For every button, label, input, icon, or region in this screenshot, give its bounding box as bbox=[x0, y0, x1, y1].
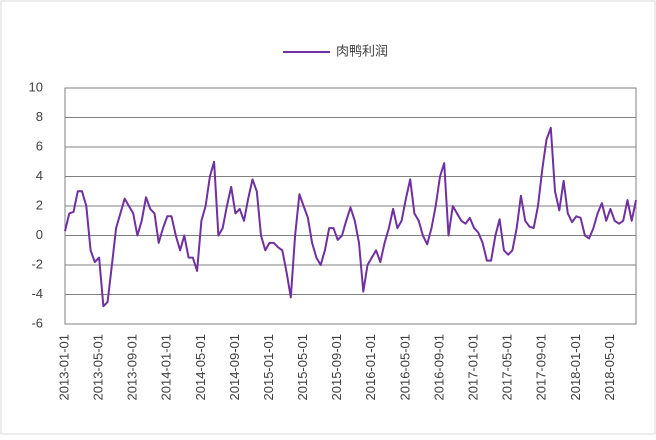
x-tick-label: 2018-05-01 bbox=[602, 334, 617, 401]
x-tick-label: 2015-09-01 bbox=[329, 334, 344, 401]
x-tick-label: 2016-09-01 bbox=[431, 334, 446, 401]
data-line bbox=[64, 126, 637, 308]
x-tick-label: 2013-01-01 bbox=[56, 334, 71, 401]
x-tick-label: 2017-05-01 bbox=[500, 334, 515, 401]
y-tick-label: 6 bbox=[36, 138, 43, 153]
x-tick-label: 2015-05-01 bbox=[295, 334, 310, 401]
x-tick-label: 2013-09-01 bbox=[125, 334, 140, 401]
x-tick-label: 2013-05-01 bbox=[91, 334, 106, 401]
y-tick-label: -4 bbox=[31, 286, 43, 301]
y-tick-label: -2 bbox=[31, 256, 43, 271]
x-tick-label: 2014-01-01 bbox=[159, 334, 174, 401]
y-tick-label: 2 bbox=[36, 197, 43, 212]
x-tick-label: 2014-09-01 bbox=[227, 334, 242, 401]
legend-label: 肉鸭利润 bbox=[336, 43, 388, 58]
y-tick-label: 0 bbox=[36, 227, 43, 242]
x-tick-label: 2014-05-01 bbox=[193, 334, 208, 401]
x-tick-label: 2016-01-01 bbox=[363, 334, 378, 401]
x-tick-label: 2015-01-01 bbox=[261, 334, 276, 401]
x-tick-label: 2017-01-01 bbox=[466, 334, 481, 401]
y-tick-label: -6 bbox=[31, 315, 43, 330]
y-tick-label: 8 bbox=[36, 109, 43, 124]
y-tick-label: 10 bbox=[29, 79, 43, 94]
x-tick-label: 2016-05-01 bbox=[397, 334, 412, 401]
x-tick-label: 2017-09-01 bbox=[534, 334, 549, 401]
y-tick-label: 4 bbox=[36, 168, 43, 183]
x-tick-label: 2018-01-01 bbox=[568, 334, 583, 401]
